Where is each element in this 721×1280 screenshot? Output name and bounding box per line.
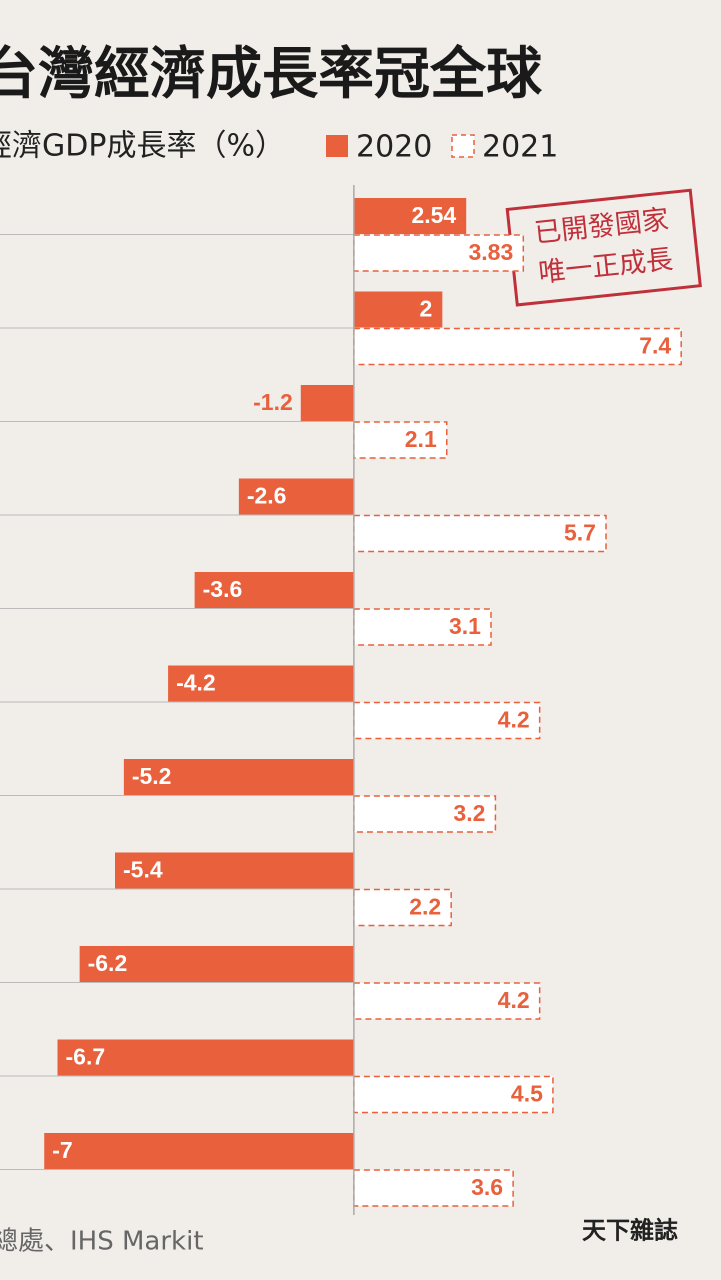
value-label: -5.4	[123, 857, 163, 883]
value-label: 2.2	[409, 894, 441, 920]
value-label: -3.6	[203, 576, 243, 602]
source: 總處、IHS Markit	[0, 1227, 204, 1257]
bar	[353, 421, 448, 459]
chart-title: 台灣經濟成長率冠全球	[0, 42, 543, 107]
value-label: -4.2	[176, 670, 216, 696]
bar	[194, 572, 354, 608]
logo: 天下雜誌	[582, 1216, 678, 1245]
value-label: -6.2	[88, 950, 128, 976]
value-label: 4.5	[511, 1081, 543, 1107]
bar	[238, 478, 354, 515]
bar	[300, 385, 354, 421]
value-label: 7.4	[639, 333, 671, 359]
bar	[353, 982, 541, 1020]
bar	[168, 665, 354, 702]
bar	[123, 759, 354, 795]
value-label: 3.1	[449, 613, 481, 639]
value-label: -1.2	[253, 389, 293, 415]
legend-swatch	[451, 134, 475, 158]
bar	[57, 1039, 354, 1076]
bar	[353, 327, 682, 366]
bar	[353, 514, 607, 553]
bar	[79, 946, 354, 982]
legend-label: 2020	[356, 130, 432, 165]
value-label: 4.2	[498, 987, 530, 1013]
value-label: 3.83	[469, 239, 514, 265]
value-label: -6.7	[66, 1044, 106, 1070]
value-label: 3.2	[453, 800, 485, 826]
value-label: 3.6	[471, 1174, 503, 1200]
legend-swatch	[326, 135, 348, 157]
bar	[353, 291, 443, 328]
bar	[353, 1075, 554, 1114]
bar	[353, 1169, 514, 1207]
value-label: 2.1	[405, 426, 437, 452]
value-label: -7	[52, 1137, 72, 1163]
value-label: 2	[420, 296, 433, 322]
bar	[353, 795, 497, 833]
value-label: -5.2	[132, 763, 172, 789]
value-label: -2.6	[247, 483, 287, 509]
bar	[353, 888, 452, 927]
chart-subtitle: 經濟GDP成長率（%）	[0, 129, 285, 164]
bar	[353, 608, 492, 646]
value-label: 4.2	[498, 707, 530, 733]
value-label: 2.54	[411, 202, 456, 228]
legend-label: 2021	[482, 130, 558, 165]
bar	[353, 198, 467, 234]
bar	[44, 1133, 354, 1169]
value-label: 5.7	[564, 520, 596, 546]
bar	[115, 852, 354, 889]
